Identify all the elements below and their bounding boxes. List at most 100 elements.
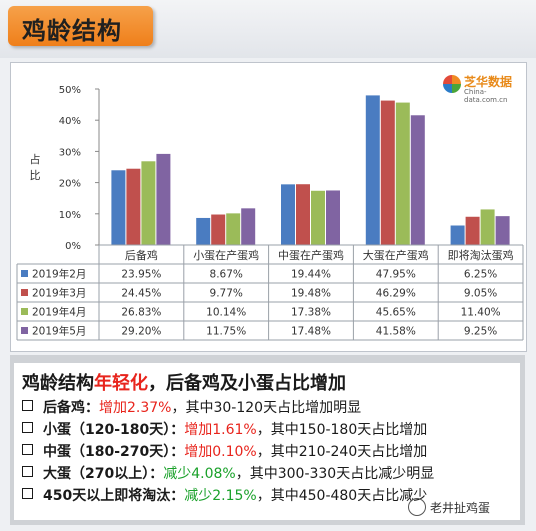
summary-item-detail: ，其中210-240天占比增加 <box>256 444 428 460</box>
bar <box>296 184 310 245</box>
legend-swatch <box>21 327 28 334</box>
y-tick-label: 40% <box>59 116 81 127</box>
legend-label: 2019年2月 <box>32 268 86 281</box>
data-label: 46.29% <box>376 288 416 300</box>
summary-item-detail: ，其中30-120天占比增加明显 <box>171 400 362 416</box>
chart-panel: 芝华数据 China-data.com.cn 0% 10% 20% 30% 40% 50%… <box>10 62 527 352</box>
bar <box>495 216 510 245</box>
summary-item-detail: ，其中450-480天占比减少 <box>256 488 428 504</box>
x-tick-label: 大蛋在产蛋鸡 <box>363 248 429 262</box>
x-tick-label: 中蛋在产蛋鸡 <box>278 248 344 262</box>
data-label: 9.77% <box>210 288 243 300</box>
bar <box>156 153 171 245</box>
data-label: 41.58% <box>376 326 416 338</box>
summary-item-change: 增加0.10% <box>184 444 257 460</box>
summary-item-change: 减少2.15% <box>184 488 257 504</box>
summary-item-category: 450天以上即将淘汰： <box>43 488 185 504</box>
y-tick-label: 20% <box>59 179 81 190</box>
summary-panel: 鸡龄结构年轻化，后备鸡及小蛋占比增加 后备鸡：增加2.37%，其中30-120天… <box>10 355 525 525</box>
bar <box>410 115 425 245</box>
legend-label: 2019年4月 <box>32 306 86 319</box>
summary-item-change: 减少4.08% <box>163 466 236 482</box>
page-title: 鸡龄结构 <box>22 17 122 45</box>
bar <box>380 100 395 245</box>
data-label: 11.75% <box>206 326 246 338</box>
y-tick-label: 0% <box>65 241 81 252</box>
wechat-icon <box>408 498 426 516</box>
data-label: 9.25% <box>464 326 497 338</box>
bar <box>111 170 126 245</box>
data-label: 19.48% <box>291 288 331 300</box>
checkbox-icon <box>22 488 33 499</box>
bar <box>281 184 295 245</box>
summary-item: 后备鸡：增加2.37%，其中30-120天占比增加明显 <box>22 397 361 417</box>
bar <box>196 217 211 245</box>
bar <box>126 168 141 245</box>
bar <box>465 216 480 245</box>
bar <box>141 161 156 245</box>
bar <box>311 190 325 245</box>
summary-box: 鸡龄结构年轻化，后备鸡及小蛋占比增加 后备鸡：增加2.37%，其中30-120天… <box>14 363 520 520</box>
checkbox-icon <box>22 444 33 455</box>
y-tick-label: 50% <box>59 85 81 96</box>
logo: 芝华数据 China-data.com.cn <box>441 71 523 104</box>
bar <box>450 225 465 245</box>
legend-swatch <box>21 308 28 315</box>
data-label: 26.83% <box>121 307 161 319</box>
summary-item: 450天以上即将淘汰：减少2.15%，其中450-480天占比减少 <box>22 485 427 505</box>
summary-item-category: 小蛋（120-180天）： <box>43 422 185 438</box>
y-tick-label: 30% <box>59 147 81 158</box>
data-label: 8.67% <box>210 269 243 281</box>
x-tick-label: 即将淘汰蛋鸡 <box>448 248 514 262</box>
data-label: 19.44% <box>291 269 331 281</box>
summary-item-category: 中蛋（180-270天）： <box>43 444 185 460</box>
summary-item-category: 后备鸡： <box>43 400 99 416</box>
bar <box>241 208 256 245</box>
summary-item-detail: ，其中150-180天占比增加 <box>256 422 428 438</box>
legend-swatch <box>21 289 28 296</box>
legend-label: 2019年3月 <box>32 287 86 300</box>
summary-title: 鸡龄结构年轻化，后备鸡及小蛋占比增加 <box>22 369 346 395</box>
bar <box>226 213 241 245</box>
data-label: 17.48% <box>291 326 331 338</box>
logo-name: 芝华数据 <box>464 75 513 89</box>
summary-item-category: 大蛋（270以上）： <box>43 466 164 482</box>
y-tick-label: 10% <box>59 210 81 221</box>
data-label: 29.20% <box>121 326 161 338</box>
logo-mark-icon <box>443 75 461 93</box>
y-axis-label: 比 <box>30 169 41 182</box>
data-label: 24.45% <box>121 288 161 300</box>
data-label: 10.14% <box>206 307 246 319</box>
summary-item: 大蛋（270以上）：减少4.08%，其中300-330天占比减少明显 <box>22 463 434 483</box>
y-axis-label: 占 <box>30 152 41 166</box>
title-tab: 鸡龄结构 <box>8 6 153 46</box>
legend-swatch <box>21 270 28 277</box>
bar <box>326 190 340 245</box>
summary-title-a: 鸡龄结构 <box>22 373 94 394</box>
checkbox-icon <box>22 466 33 477</box>
bar <box>395 102 410 246</box>
summary-title-highlight: 年轻化 <box>94 373 148 394</box>
summary-item-detail: ，其中300-330天占比减少明显 <box>235 466 435 482</box>
summary-item: 中蛋（180-270天）：增加0.10%，其中210-240天占比增加 <box>22 441 427 461</box>
data-label: 17.38% <box>291 307 331 319</box>
data-label: 45.65% <box>376 307 416 319</box>
x-tick-label: 后备鸡 <box>125 248 158 262</box>
x-tick-label: 小蛋在产蛋鸡 <box>193 248 259 262</box>
bar <box>365 95 380 245</box>
data-label: 11.40% <box>461 307 501 319</box>
summary-item-change: 增加2.37% <box>99 400 172 416</box>
summary-item-change: 增加1.61% <box>184 422 257 438</box>
bar <box>480 209 495 245</box>
logo-url: China-data.com.cn <box>464 88 508 104</box>
legend-label: 2019年5月 <box>32 325 86 338</box>
watermark: 老井扯鸡蛋 <box>430 501 491 515</box>
data-label: 23.95% <box>121 269 161 281</box>
data-label: 9.05% <box>464 288 497 300</box>
checkbox-icon <box>22 400 33 411</box>
bar <box>211 214 226 245</box>
checkbox-icon <box>22 422 33 433</box>
data-label: 47.95% <box>376 269 416 281</box>
summary-item: 小蛋（120-180天）：增加1.61%，其中150-180天占比增加 <box>22 419 427 439</box>
